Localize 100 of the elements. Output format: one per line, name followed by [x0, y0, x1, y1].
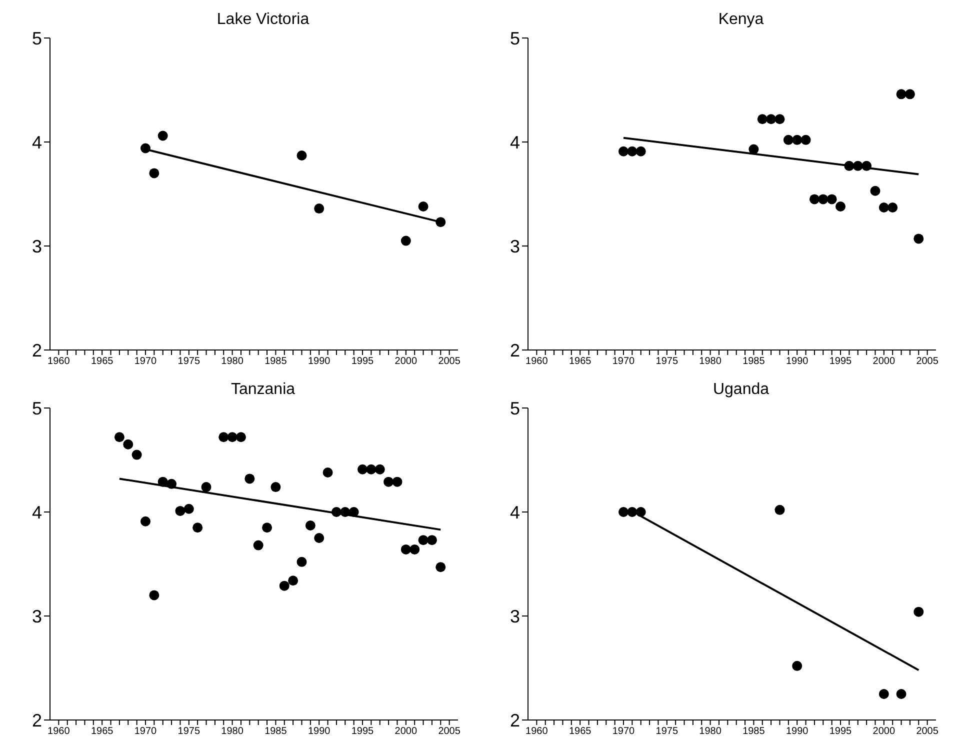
- point: [132, 450, 142, 460]
- x-tick-label: 1980: [221, 726, 244, 738]
- y-tick-label: 5: [510, 28, 520, 48]
- point: [201, 482, 212, 492]
- point: [888, 202, 898, 213]
- point: [331, 507, 342, 517]
- point: [757, 114, 768, 124]
- point: [618, 507, 628, 517]
- y-tick-label: 2: [32, 340, 42, 360]
- point: [348, 507, 359, 517]
- point: [914, 606, 924, 617]
- x-tick-label: 1970: [134, 356, 158, 368]
- x-tick-label: 1970: [612, 726, 636, 738]
- point: [844, 160, 854, 171]
- x-tick-label: 1970: [612, 356, 636, 368]
- point: [374, 464, 385, 474]
- x-tick-label: 1960: [526, 356, 548, 368]
- point: [809, 194, 820, 204]
- x-tick-label: 1995: [351, 726, 374, 738]
- point: [436, 562, 446, 572]
- point: [366, 464, 376, 474]
- x-tick-label: 1990: [308, 726, 331, 738]
- x-tick-label: 2005: [916, 356, 939, 368]
- point: [896, 689, 906, 699]
- point: [914, 234, 924, 244]
- point: [218, 432, 229, 442]
- point: [792, 660, 802, 671]
- point: [244, 474, 255, 484]
- point: [166, 478, 177, 489]
- point: [904, 89, 915, 100]
- point: [253, 540, 264, 550]
- point: [314, 204, 324, 214]
- x-tick-label: 1985: [264, 356, 288, 368]
- point: [279, 580, 290, 591]
- y-tick-label: 4: [32, 502, 42, 522]
- point: [158, 130, 168, 141]
- point: [896, 89, 906, 100]
- y-tick-label: 2: [32, 710, 42, 730]
- x-tick-label: 1995: [351, 356, 374, 368]
- x-tick-label: 1995: [829, 726, 852, 738]
- point: [384, 476, 394, 487]
- y-tick-label: 4: [510, 502, 520, 522]
- x-tick-label: 1965: [568, 726, 592, 738]
- point: [627, 507, 638, 517]
- x-tick-label: 2005: [916, 726, 939, 738]
- y-tick-label: 3: [32, 236, 42, 256]
- x-tick-label: 1975: [656, 726, 678, 738]
- point: [392, 476, 402, 487]
- chart-title: Kenya: [717, 10, 764, 30]
- point: [878, 689, 889, 699]
- point: [426, 535, 437, 546]
- point: [149, 590, 160, 600]
- x-tick-label: 1990: [786, 726, 809, 738]
- x-tick-label: 1985: [742, 356, 766, 368]
- point: [114, 432, 124, 442]
- x-tick-label: 2005: [438, 726, 461, 738]
- point: [192, 522, 203, 533]
- x-tick-label: 2005: [438, 356, 461, 368]
- point: [418, 201, 428, 212]
- point: [774, 504, 785, 515]
- x-tick-label: 1985: [742, 726, 766, 738]
- x-tick-label: 2000: [394, 356, 418, 368]
- x-tick-label: 1985: [264, 726, 288, 738]
- point: [418, 535, 428, 546]
- point: [400, 236, 411, 246]
- x-tick-label: 1965: [568, 356, 592, 368]
- point: [314, 533, 324, 543]
- x-tick-label: 1960: [48, 356, 70, 368]
- x-tick-label: 1970: [134, 726, 158, 738]
- point: [862, 160, 872, 171]
- point: [296, 150, 307, 161]
- x-tick-label: 1975: [178, 356, 200, 368]
- x-tick-label: 1965: [90, 356, 114, 368]
- x-tick-label: 1980: [699, 356, 722, 368]
- x-tick-label: 2000: [872, 356, 896, 368]
- point: [618, 146, 628, 156]
- x-tick-label: 1995: [829, 356, 852, 368]
- y-tick-label: 3: [32, 606, 42, 626]
- point: [184, 504, 194, 514]
- y-tick-label: 3: [510, 606, 520, 626]
- point: [140, 143, 150, 154]
- point: [636, 146, 646, 156]
- point: [818, 194, 828, 204]
- point: [878, 202, 889, 213]
- point: [792, 134, 802, 145]
- y-tick-label: 2: [510, 340, 520, 360]
- x-tick-label: 1975: [178, 726, 200, 738]
- x-tick-label: 1980: [699, 726, 722, 738]
- point: [227, 432, 238, 442]
- point: [436, 217, 446, 228]
- chart-title: Uganda: [712, 380, 770, 400]
- point: [636, 507, 646, 517]
- x-tick-label: 1990: [308, 356, 331, 368]
- point: [305, 520, 316, 531]
- point: [149, 168, 160, 178]
- point: [870, 186, 880, 196]
- y-tick-label: 5: [510, 398, 520, 418]
- point: [340, 507, 350, 517]
- y-tick-label: 2: [510, 710, 520, 730]
- x-tick-label: 1960: [526, 726, 548, 738]
